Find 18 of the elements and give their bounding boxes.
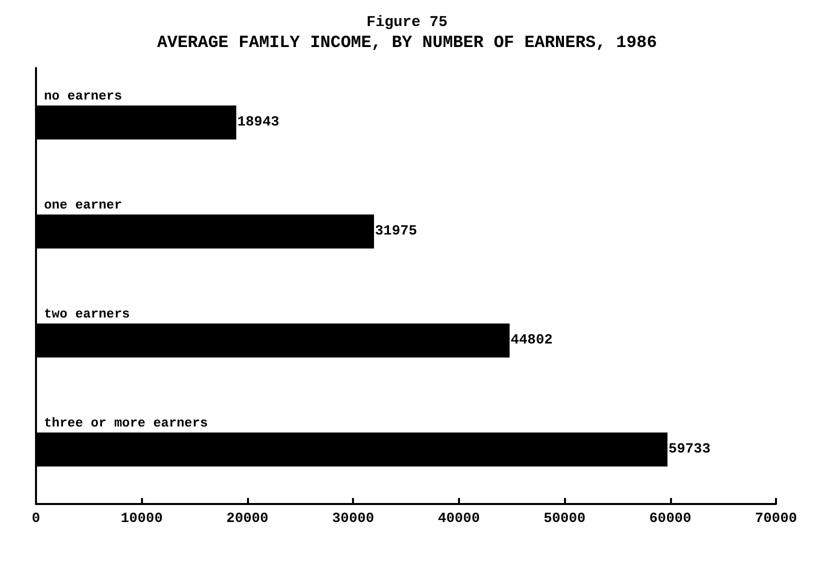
x-tick-label: 50000 bbox=[544, 511, 586, 527]
chart-title: Figure 75 bbox=[366, 14, 448, 31]
x-tick-label: 0 bbox=[32, 511, 40, 527]
data-label: 18943 bbox=[237, 114, 280, 130]
x-tick-label: 60000 bbox=[649, 511, 692, 527]
x-tick-label: 40000 bbox=[438, 511, 480, 527]
data-label: 44802 bbox=[510, 332, 553, 348]
x-tick-label: 70000 bbox=[754, 511, 798, 527]
y-tick-label: two earners bbox=[44, 306, 130, 322]
x-tick-label: 20000 bbox=[226, 511, 268, 527]
y-tick-label: no earners bbox=[44, 88, 122, 104]
x-tick-label: 30000 bbox=[332, 511, 374, 527]
data-label: 59733 bbox=[668, 442, 710, 458]
x-tick-label: 10000 bbox=[120, 511, 163, 527]
y-tick-label: three or more earners bbox=[44, 416, 208, 430]
data-label: 31975 bbox=[375, 224, 418, 240]
y-tick-label: one earner bbox=[44, 198, 122, 212]
chart-subtitle: AVERAGE FAMILY INCOME, BY NUMBER OF EARNERS, 1986 bbox=[157, 34, 657, 53]
